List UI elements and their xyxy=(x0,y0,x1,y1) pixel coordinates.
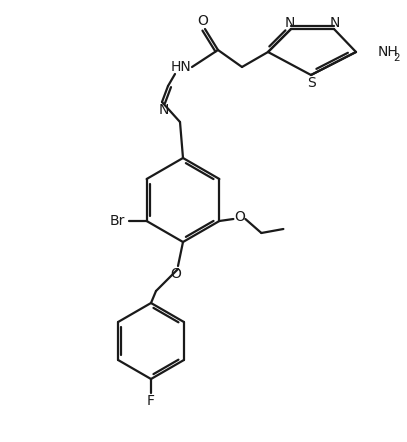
Text: N: N xyxy=(330,16,340,30)
Text: S: S xyxy=(306,76,315,90)
Text: O: O xyxy=(197,14,208,28)
Text: F: F xyxy=(147,394,155,408)
Text: HN: HN xyxy=(171,60,191,74)
Text: NH: NH xyxy=(378,45,399,59)
Text: O: O xyxy=(234,210,245,224)
Text: N: N xyxy=(159,103,169,117)
Text: O: O xyxy=(171,267,182,281)
Text: Br: Br xyxy=(110,214,125,228)
Text: 2: 2 xyxy=(393,53,400,63)
Text: N: N xyxy=(285,16,295,30)
